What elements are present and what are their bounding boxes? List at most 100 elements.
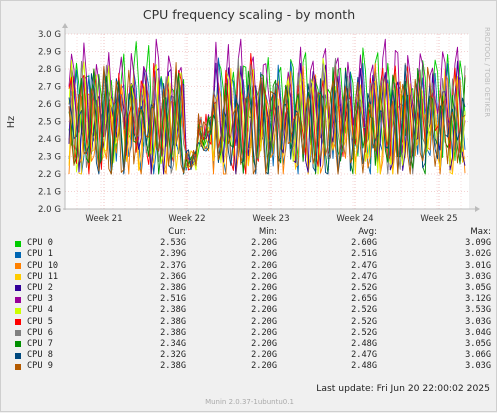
y-tick-label: 2.6 G	[38, 100, 61, 110]
legend-max-value: 3.06G	[465, 350, 491, 361]
x-tick-label: Week 22	[168, 214, 205, 224]
legend-table: Cur: Min: Avg: Max: CPU 0 2.53G 2.20G 2.60G…	[15, 227, 491, 372]
y-tick-label: 2.4 G	[38, 135, 61, 145]
series-line-cpu-1	[68, 57, 466, 175]
legend-max-value: 3.02G	[465, 249, 491, 260]
legend-max-value: 3.53G	[465, 305, 491, 316]
legend-row: CPU 7 2.34G 2.20G 2.48G 3.05G	[15, 339, 491, 350]
y-ticks: 2.0 G 2.1 G 2.2 G 2.3 G 2.4 G 2.5 G 2.6 G 2.7 G…	[38, 30, 61, 215]
series-line-cpu-3	[68, 38, 466, 167]
legend-avg-value: 2.48G	[351, 338, 377, 349]
legend-swatch	[15, 363, 21, 370]
legend-cur-value: 2.37G	[160, 260, 186, 271]
legend-max-value: 3.01G	[465, 260, 491, 271]
legend-cur-value: 2.32G	[160, 350, 186, 361]
legend-min-value: 2.20G	[251, 271, 277, 282]
legend-swatch	[15, 319, 21, 325]
legend-max-value: 3.05G	[465, 282, 491, 293]
x-tick-label: Week 21	[85, 214, 122, 224]
y-tick-label: 2.5 G	[38, 118, 61, 128]
legend-avg-value: 2.48G	[351, 361, 377, 372]
y-axis-arrow	[62, 23, 68, 28]
legend-swatch	[15, 251, 21, 258]
x-tick-label: Week 25	[420, 214, 457, 224]
legend-min-value: 2.20G	[251, 260, 277, 271]
legend-row: CPU 4 2.38G 2.20G 2.52G 3.53G	[15, 305, 491, 316]
chart-title: CPU frequency scaling - by month	[143, 7, 355, 22]
legend-min-value: 2.20G	[251, 282, 277, 293]
legend-min-value: 2.20G	[251, 294, 277, 305]
legend-header-max: Max:	[470, 227, 491, 237]
legend-series-name: CPU 9	[27, 361, 53, 372]
legend-series-name: CPU 1	[27, 249, 53, 260]
legend-row: CPU 2 2.38G 2.20G 2.52G 3.05G	[15, 283, 491, 294]
legend-cur-value: 2.38G	[160, 305, 186, 316]
legend-cur-value: 2.38G	[160, 361, 186, 372]
legend-series-name: CPU 8	[27, 350, 53, 361]
legend-row: CPU 3 2.51G 2.20G 2.65G 3.12G	[15, 294, 491, 305]
legend-min-value: 2.20G	[251, 350, 277, 361]
legend-series-name: CPU 11	[27, 271, 59, 282]
legend-min-value: 2.20G	[251, 327, 277, 338]
x-tick-label: Week 23	[252, 214, 289, 224]
legend-max-value: 3.09G	[465, 238, 491, 249]
legend-avg-value: 2.52G	[351, 327, 377, 338]
legend-swatch	[15, 307, 21, 314]
legend-cur-value: 2.39G	[160, 249, 186, 260]
legend-cur-value: 2.38G	[160, 282, 186, 293]
legend-cur-value: 2.38G	[160, 327, 186, 338]
legend-swatch	[15, 274, 21, 281]
y-axis-label: Hz	[6, 116, 17, 128]
legend-min-value: 2.20G	[251, 249, 277, 260]
legend-row: CPU 10 2.37G 2.20G 2.47G 3.01G	[15, 261, 491, 272]
legend-cur-value: 2.51G	[160, 294, 186, 305]
last-update: Last update: Fri Jun 20 22:00:02 2025	[316, 383, 490, 394]
legend-avg-value: 2.65G	[351, 294, 377, 305]
legend-series-name: CPU 6	[27, 327, 53, 338]
legend-avg-value: 2.52G	[351, 316, 377, 327]
y-tick-label: 3.0 G	[38, 30, 61, 40]
legend-header-min: Min:	[258, 227, 277, 237]
legend-cur-value: 2.38G	[160, 316, 186, 327]
legend-avg-value: 2.47G	[351, 350, 377, 361]
legend-swatch	[15, 285, 21, 292]
legend-row: CPU 1 2.39G 2.20G 2.51G 3.02G	[15, 249, 491, 260]
legend-header-cur: Cur:	[168, 227, 186, 237]
x-axis-arrow	[475, 206, 480, 212]
legend-avg-value: 2.52G	[351, 305, 377, 316]
legend-avg-value: 2.51G	[351, 249, 377, 260]
series-line-cpu-9	[68, 62, 466, 175]
y-tick-label: 2.9 G	[38, 48, 61, 58]
legend-min-value: 2.20G	[251, 316, 277, 327]
legend-swatch	[15, 352, 21, 359]
legend-series-name: CPU 3	[27, 294, 53, 305]
legend-series-name: CPU 10	[27, 260, 59, 271]
legend-swatch	[15, 330, 21, 337]
x-ticks: Week 21 Week 22 Week 23 Week 24 Week 25	[85, 214, 457, 224]
y-tick-label: 2.3 G	[38, 153, 61, 163]
legend-row: CPU 11 2.36G 2.20G 2.47G 3.03G	[15, 272, 491, 283]
legend-max-value: 3.04G	[465, 327, 491, 338]
legend-row: CPU 9 2.38G 2.20G 2.48G 3.03G	[15, 361, 491, 372]
legend-series-name: CPU 5	[27, 316, 53, 327]
legend-cur-value: 2.36G	[160, 271, 186, 282]
y-tick-label: 2.1 G	[38, 188, 61, 198]
legend-avg-value: 2.52G	[351, 282, 377, 293]
legend-series-name: CPU 0	[27, 238, 53, 249]
legend-max-value: 3.12G	[465, 294, 491, 305]
side-label: RRDTOOL / TOBI OETIKER	[483, 27, 491, 117]
legend-avg-value: 2.47G	[351, 271, 377, 282]
axes	[62, 23, 480, 212]
legend-min-value: 2.20G	[251, 305, 277, 316]
legend-series-name: CPU 4	[27, 305, 53, 316]
legend-max-value: 3.05G	[465, 338, 491, 349]
legend-row: CPU 8 2.32G 2.20G 2.47G 3.06G	[15, 350, 491, 361]
y-tick-label: 2.8 G	[38, 65, 61, 75]
series-lines	[68, 38, 466, 175]
legend-swatch	[15, 240, 21, 247]
legend-row: CPU 5 2.38G 2.20G 2.52G 3.03G	[15, 317, 491, 328]
legend-avg-value: 2.47G	[351, 260, 377, 271]
y-tick-label: 2.0 G	[38, 205, 61, 215]
